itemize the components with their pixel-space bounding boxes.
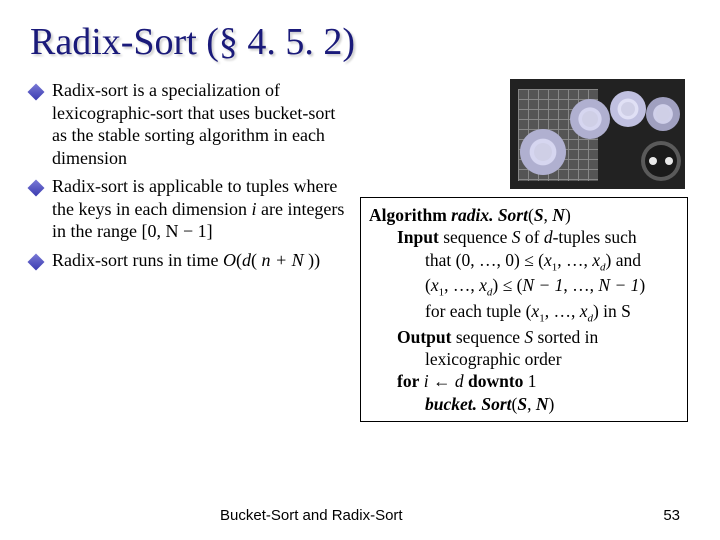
paren: ) [565, 205, 571, 225]
v: S [524, 327, 533, 347]
kw-for: for [397, 371, 419, 391]
content-area: Radix-sort is a specialization of lexico… [0, 64, 720, 422]
gear-icon [570, 99, 610, 139]
left-column: Radix-sort is a specialization of lexico… [30, 79, 360, 422]
t: sorted in [533, 327, 598, 347]
algo-call: bucket. Sort(S, N) [369, 393, 679, 415]
t: ) [639, 275, 645, 295]
t: , …, [444, 275, 479, 295]
algo-input-2: that (0, …, 0) ≤ (x1, …, xd) and [369, 249, 679, 275]
t: ) ≤ ( [492, 275, 522, 295]
var-d: d [242, 250, 251, 270]
v: x [431, 275, 439, 295]
t: ) and [606, 250, 641, 270]
t: sequence [451, 327, 524, 347]
kw-input: Input [397, 227, 439, 247]
func-name: bucket. Sort [425, 394, 512, 414]
t: for each tuple ( [425, 301, 531, 321]
t: sequence [439, 227, 512, 247]
footer: Bucket-Sort and Radix-Sort 53 [0, 507, 720, 524]
algo-input-4: for each tuple (x1, …, xd) in S [369, 300, 679, 326]
func-name: radix. Sort [451, 205, 528, 225]
big-o: O [223, 250, 236, 270]
t: that (0, …, 0) ≤ ( [425, 250, 544, 270]
t: 1 [523, 371, 536, 391]
t: , …, [545, 301, 580, 321]
v: N − 1 [522, 275, 563, 295]
arg: N [536, 394, 549, 414]
gear-icon [520, 129, 566, 175]
t: -tuples such [553, 227, 637, 247]
reel-icon [641, 141, 681, 181]
t: of [520, 227, 543, 247]
algo-output-2: lexicographic order [369, 348, 679, 370]
v: x [479, 275, 487, 295]
gear-icon [646, 97, 680, 131]
decorative-gear-image [510, 79, 685, 189]
algorithm-box: Algorithm radix. Sort(S, N) Input sequen… [360, 197, 688, 422]
sep: , [527, 394, 536, 414]
algo-line-header: Algorithm radix. Sort(S, N) [369, 204, 679, 226]
right-column: Algorithm radix. Sort(S, N) Input sequen… [360, 79, 700, 422]
v: x [544, 250, 552, 270]
bullet-item-2: Radix-sort is applicable to tuples where… [30, 175, 352, 243]
bullet-list: Radix-sort is a specialization of lexico… [30, 79, 352, 271]
v: x [592, 250, 600, 270]
t: , …, [557, 250, 592, 270]
arg: N [552, 205, 565, 225]
footer-title: Bucket-Sort and Radix-Sort [220, 507, 403, 524]
page-number: 53 [663, 507, 680, 524]
t: , …, [563, 275, 598, 295]
kw-downto: downto [468, 371, 523, 391]
v: d [455, 371, 464, 391]
v: N − 1 [598, 275, 639, 295]
algo-output: Output sequence S sorted in [369, 326, 679, 348]
bullet-item-3: Radix-sort runs in time O(d( n + N )) [30, 249, 352, 272]
arg: S [517, 394, 527, 414]
text: Radix-sort runs in time [52, 250, 223, 270]
algo-input: Input sequence S of d-tuples such [369, 226, 679, 248]
kw-algorithm: Algorithm [369, 205, 447, 225]
paren: ) [549, 394, 555, 414]
v: d [544, 227, 553, 247]
range: [0, N − 1] [141, 221, 212, 241]
slide-title: Radix-Sort (§ 4. 5. 2) [0, 0, 720, 64]
var-nN: n + N [261, 250, 303, 270]
algo-for: for i ← d downto 1 [369, 370, 679, 392]
arrow: ← [429, 371, 455, 391]
arg: S [534, 205, 544, 225]
t: ) in S [593, 301, 631, 321]
kw-output: Output [397, 327, 451, 347]
algo-input-3: (x1, …, xd) ≤ (N − 1, …, N − 1) [369, 274, 679, 300]
gear-icon [610, 91, 646, 127]
bullet-item-1: Radix-sort is a specialization of lexico… [30, 79, 352, 169]
sep: , [544, 205, 553, 225]
